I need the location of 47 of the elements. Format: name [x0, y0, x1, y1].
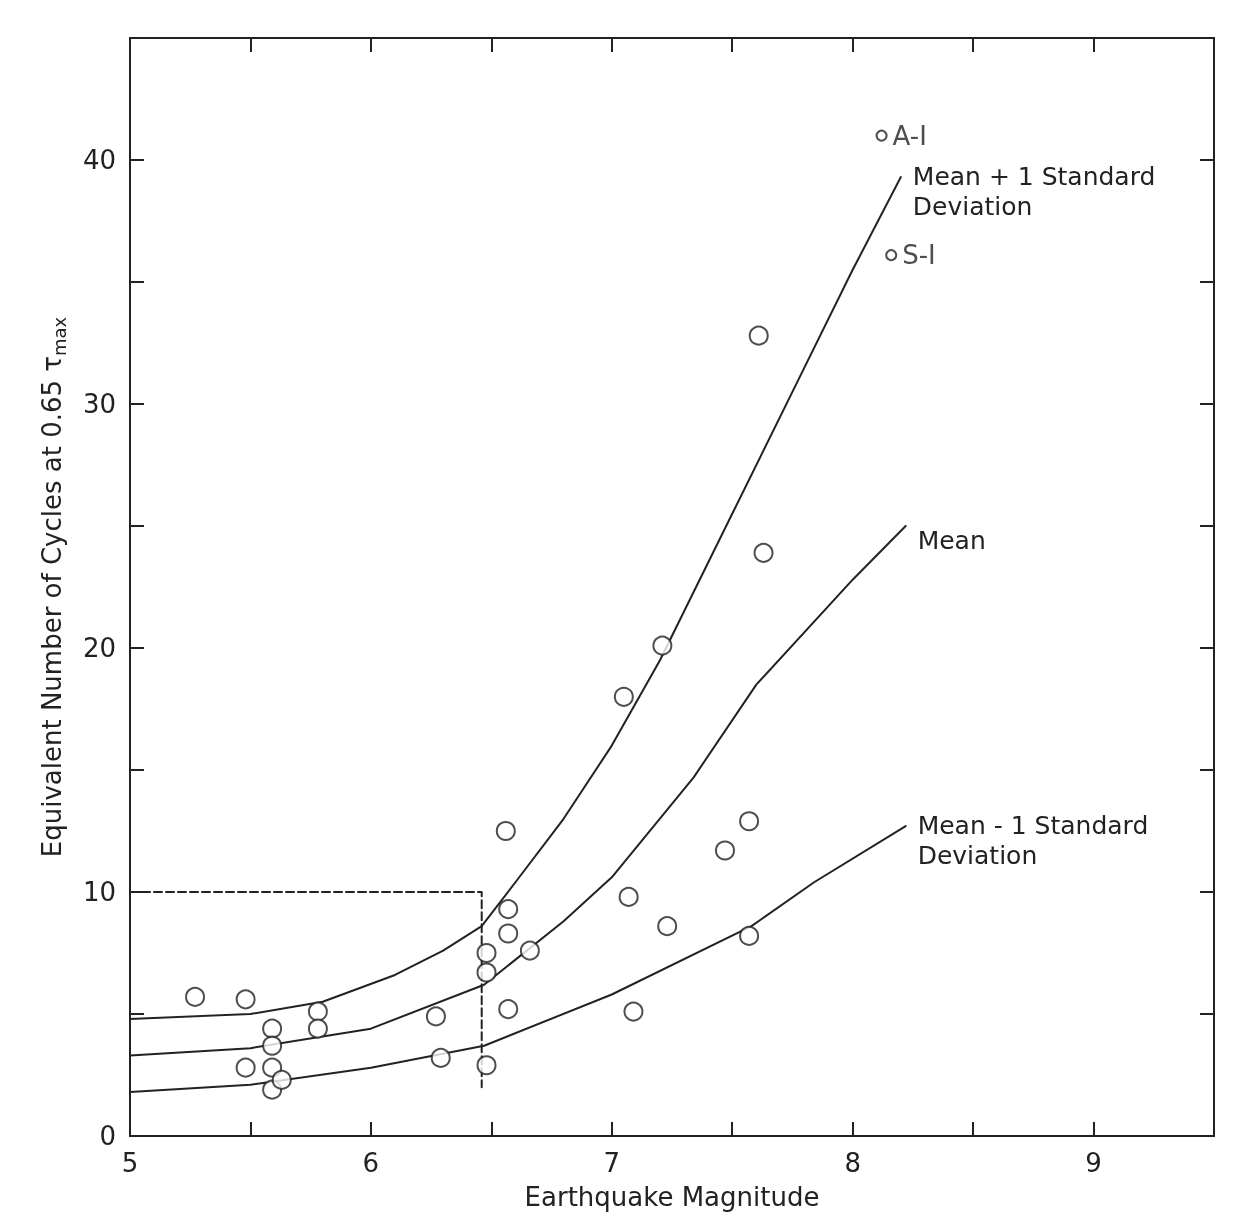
point — [235, 1057, 256, 1078]
series-label: Mean + 1 Standard Deviation — [912, 161, 1164, 221]
x-tick-label: 6 — [362, 1148, 380, 1178]
point — [307, 1001, 328, 1022]
x-tick-label: 5 — [121, 1148, 139, 1178]
point — [613, 686, 634, 707]
y-tick-label: 10 — [82, 877, 116, 907]
point — [885, 249, 898, 262]
point — [739, 925, 760, 946]
series-label: Mean - 1 Standard Deviation — [917, 810, 1157, 870]
point — [430, 1047, 451, 1068]
point — [185, 986, 206, 1007]
point — [235, 989, 256, 1010]
point — [618, 886, 639, 907]
point — [498, 899, 519, 920]
point — [715, 840, 735, 861]
point — [498, 923, 519, 944]
x-tick-label: 9 — [1085, 1148, 1102, 1178]
point — [623, 1001, 644, 1022]
y-tick-label: 0 — [99, 1121, 116, 1151]
point — [875, 129, 888, 142]
y-tick-label: 20 — [82, 633, 116, 663]
y-axis-title: Equivalent Number of Cycles at 0.65 τmax — [37, 316, 70, 858]
point — [652, 635, 673, 656]
point — [307, 1018, 328, 1039]
series-label: S-I — [902, 240, 936, 271]
series-label: Mean — [917, 525, 986, 555]
x-tick-label: 7 — [603, 1148, 621, 1178]
y-tick-label: 30 — [82, 389, 116, 419]
point — [476, 943, 497, 963]
point — [657, 916, 678, 937]
point — [739, 811, 760, 832]
x-tick-label: 8 — [844, 1148, 861, 1178]
point — [476, 1055, 497, 1076]
series-label: A-I — [892, 120, 927, 151]
point — [498, 999, 519, 1020]
point — [519, 940, 540, 961]
point — [753, 542, 774, 563]
point — [495, 821, 516, 841]
point — [262, 1018, 283, 1039]
x-axis-title: Earthquake Magnitude — [524, 1182, 820, 1212]
y-tick-label: 40 — [82, 145, 116, 175]
point — [262, 1035, 283, 1056]
point — [476, 962, 497, 983]
point — [748, 325, 769, 346]
point — [271, 1069, 292, 1090]
point — [425, 1006, 446, 1027]
